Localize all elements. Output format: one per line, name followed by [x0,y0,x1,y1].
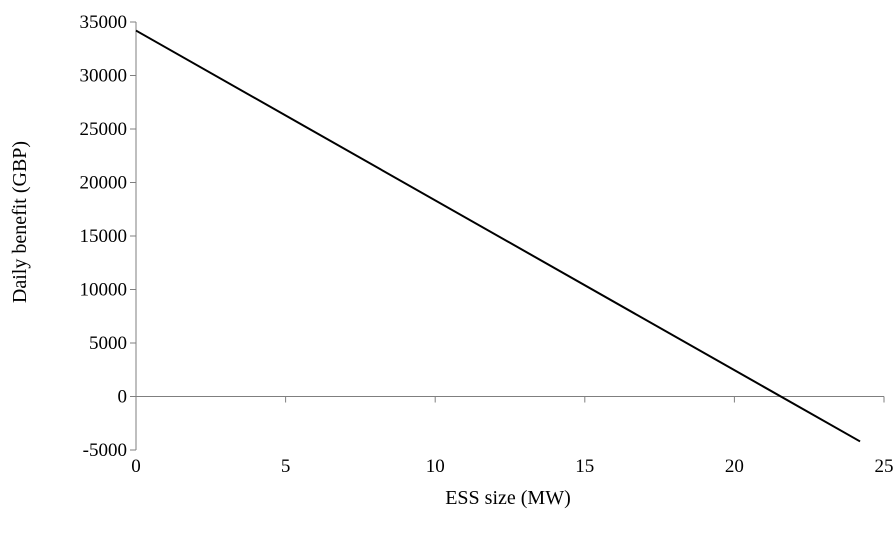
y-tick-label: 35000 [80,12,128,33]
y-axis-ticks: 35000 30000 25000 20000 15000 10000 5000 0 -5000 [80,12,136,461]
series-group [135,29,861,443]
y-tick-label: 10000 [80,280,128,301]
y-tick-label: 5000 [89,333,127,354]
x-axis-ticks: 0 5 10 15 20 25 [131,396,894,477]
x-tick-label: 5 [281,456,291,477]
x-tick-label: 20 [725,456,744,477]
x-tick-label: 10 [426,456,445,477]
y-tick-label: 15000 [80,226,128,247]
y-tick-label: 0 [118,387,128,408]
x-tick-label: 25 [875,456,894,477]
x-tick-label: 0 [131,456,141,477]
series-line-0 [135,29,861,443]
y-axis-title: Daily benefit (GBP) [9,141,31,303]
y-tick-label: 25000 [80,119,128,140]
x-tick-label: 15 [575,456,594,477]
y-tick-label: 20000 [80,173,128,194]
y-tick-label: 30000 [80,66,128,87]
y-tick-label: -5000 [83,440,127,461]
x-axis-title: ESS size (MW) [445,487,571,509]
